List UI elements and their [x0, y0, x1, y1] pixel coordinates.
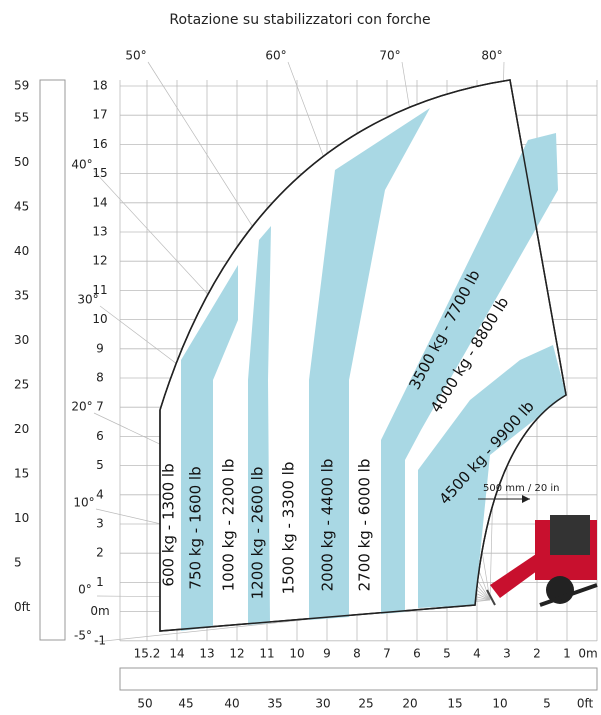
m-tick-label: 1 — [96, 575, 104, 589]
x-ft-tick-label: 35 — [267, 697, 282, 711]
ft-tick-label: 15 — [14, 467, 29, 481]
m-tick-label: 7 — [96, 400, 104, 414]
x-m-tick-label: 1 — [563, 647, 571, 661]
x-ft-tick-label: 5 — [543, 697, 551, 711]
angle-label: 60° — [265, 49, 286, 63]
angle-label: 50° — [125, 49, 146, 63]
m-tick-label: 16 — [92, 137, 107, 151]
x-m-tick-label: 6 — [413, 647, 421, 661]
ft-tick-label: 55 — [14, 111, 29, 125]
diagram-frame — [39, 79, 598, 691]
zone-label: 1000 kg - 2200 lb — [220, 459, 238, 592]
m-tick-label: 3 — [96, 517, 104, 531]
m-tick-label: 6 — [96, 429, 104, 443]
angle-label: 20° — [71, 400, 92, 414]
m-tick-label: 2 — [96, 546, 104, 560]
zone-label: 750 kg - 1600 lb — [187, 466, 205, 589]
x-ft-tick-label: 40 — [224, 697, 239, 711]
zone-band — [418, 345, 566, 608]
m-tick-label: 17 — [92, 108, 107, 122]
title: Rotazione su stabilizzatori con forche — [169, 12, 430, 28]
x-ft-tick-label: 30 — [315, 697, 330, 711]
x-m-tick-label: 13 — [199, 647, 214, 661]
x-m-tick-label: 8 — [353, 647, 361, 661]
m-tick-label: -1 — [94, 633, 106, 647]
x-m-tick-label: 5 — [443, 647, 451, 661]
x-ft-tick-label: 10 — [492, 697, 507, 711]
zone-label: 2000 kg - 4400 lb — [319, 459, 337, 592]
zone-band — [309, 108, 430, 620]
machine — [486, 515, 598, 607]
ft-tick-label: 50 — [14, 155, 29, 169]
angle-label: 80° — [481, 49, 502, 63]
zone-band — [181, 265, 238, 631]
ft-tick-label: 45 — [14, 200, 29, 214]
ft-strip-bottom — [119, 667, 598, 691]
x-ft-tick-label: 45 — [178, 697, 193, 711]
ft-tick-label: 40 — [14, 244, 29, 258]
x-ft-tick-label: 0ft — [577, 697, 594, 711]
x-m-tick-label: 2 — [533, 647, 541, 661]
m-tick-label: 8 — [96, 371, 104, 385]
ft-strip — [39, 79, 66, 641]
zone-band — [381, 133, 558, 614]
angle-label: 30° — [77, 293, 98, 307]
ft-tick-label: 25 — [14, 378, 29, 392]
x-ft-tick-label: 25 — [358, 697, 373, 711]
arrow-head — [522, 495, 530, 503]
x-m-tick-label: 9 — [323, 647, 331, 661]
angle-label: 0° — [78, 583, 92, 597]
m-tick-label: 9 — [96, 341, 104, 355]
m-tick-label: 12 — [92, 254, 107, 268]
m-tick-label: 4 — [96, 487, 104, 501]
annotation: 500 mm / 20 in — [483, 483, 560, 494]
x-m-tick-label: 0m — [578, 647, 597, 661]
ft-tick-label: 5 — [14, 556, 22, 570]
x-m-tick-label: 12 — [229, 647, 244, 661]
angle-label: 70° — [379, 49, 400, 63]
x-m-tick-label: 4 — [473, 647, 481, 661]
angle-label: -5° — [74, 629, 92, 643]
angle-label: 40° — [71, 158, 92, 172]
m-tick-label: 14 — [92, 195, 107, 209]
x-m-tick-label: 10 — [289, 647, 304, 661]
zone-label: 1200 kg - 2600 lb — [249, 467, 267, 600]
m-tick-label: 11 — [92, 283, 107, 297]
ft-tick-label: 30 — [14, 333, 29, 347]
ft-tick-label: 20 — [14, 422, 29, 436]
ft-tick-label: 0ft — [14, 600, 31, 614]
m-tick-label: 15 — [92, 166, 107, 180]
x-m-tick-label: 15.2 — [134, 647, 161, 661]
m-tick-label: 18 — [92, 79, 107, 93]
x-m-tick-label: 7 — [383, 647, 391, 661]
zone-label: 2700 kg - 6000 lb — [356, 459, 374, 592]
m-tick-label: 10 — [92, 312, 107, 326]
x-ft-tick-label: 50 — [137, 697, 152, 711]
x-m-tick-label: 11 — [259, 647, 274, 661]
x-m-tick-label: 14 — [169, 647, 184, 661]
m-tick-label: 0m — [90, 604, 109, 618]
m-tick-label: 13 — [92, 225, 107, 239]
envelope-outline — [159, 79, 567, 632]
m-tick-label: 5 — [96, 458, 104, 472]
x-ft-tick-label: 15 — [447, 697, 462, 711]
zone-band — [248, 226, 271, 625]
ft-tick-label: 35 — [14, 289, 29, 303]
ft-tick-label: 59 — [14, 79, 29, 93]
ft-tick-label: 10 — [14, 511, 29, 525]
x-ft-tick-label: 20 — [402, 697, 417, 711]
zone-label: 600 kg - 1300 lb — [160, 463, 178, 586]
angle-label: 10° — [73, 496, 94, 510]
zone-label: 1500 kg - 3300 lb — [280, 462, 298, 595]
x-m-tick-label: 3 — [503, 647, 511, 661]
